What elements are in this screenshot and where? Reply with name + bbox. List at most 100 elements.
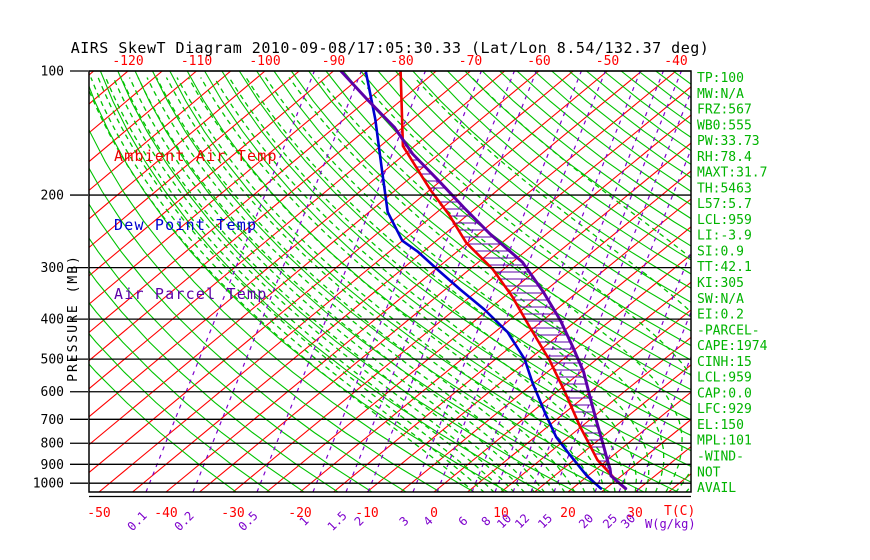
moist-adiabat-line	[317, 77, 683, 492]
mixing-ratio-tick-label: 6	[456, 514, 471, 529]
top-temp-tick-label: -120	[112, 54, 143, 69]
dry-adiabat-line	[89, 167, 442, 492]
stat-line: TH:5463	[697, 181, 752, 196]
bottom-temp-tick-label: 10	[493, 506, 509, 521]
dry-adiabat-line	[499, 71, 691, 220]
plot-frame	[88, 70, 692, 493]
background-lines	[0, 71, 691, 492]
mixing-ratio-line	[594, 250, 691, 492]
moist-adiabat-line	[176, 77, 586, 492]
legend-item-ambient: Ambient Air Temp	[114, 147, 278, 165]
stat-line: NOT	[697, 465, 721, 480]
mixing-ratio-line	[618, 310, 691, 492]
mixing-ratio-line	[512, 71, 682, 492]
mixing-ratio-line	[553, 147, 691, 492]
top-temp-tick-label: -110	[181, 54, 212, 69]
isotherm-line	[89, 71, 403, 334]
mixing-ratio-tick-label: 12	[512, 511, 532, 531]
dry-adiabat-line	[89, 332, 271, 492]
isotherm-line	[232, 114, 691, 492]
pressure-tick-label: 1000	[33, 477, 64, 492]
mixing-ratio-tick-label: 3	[397, 514, 412, 529]
stat-line: LCL:959	[697, 371, 752, 386]
isotherm-line	[89, 71, 266, 220]
bottom-temp-tick-label: -40	[154, 506, 177, 521]
moist-adiabat-line	[97, 77, 495, 492]
isotherm-line	[89, 71, 506, 418]
stat-line: KI:305	[697, 276, 744, 291]
dry-adiabat-line	[89, 363, 237, 492]
dry-adiabat-line	[655, 71, 691, 99]
isotherm-line	[433, 281, 691, 492]
dry-adiabat-line	[325, 71, 691, 361]
top-temp-tick-label: -40	[664, 54, 687, 69]
moist-adiabat-line	[120, 77, 526, 492]
dry-adiabat-line	[238, 71, 691, 436]
parcel-temp-curve	[339, 71, 628, 490]
top-temp-tick-label: -100	[249, 54, 280, 69]
dry-adiabat-line	[290, 71, 691, 391]
stat-line: LI:-3.9	[697, 229, 752, 244]
stat-line: FRZ:567	[697, 103, 752, 118]
mixing-ratio-line	[192, 71, 362, 492]
stat-line: CAPE:1974	[697, 339, 768, 354]
isotherm-line	[534, 364, 691, 492]
stat-line: -PARCEL-	[697, 323, 760, 338]
mixing-ratio-line	[436, 71, 606, 492]
stat-line: EL:150	[697, 418, 744, 433]
pressure-tick-label: 400	[41, 313, 64, 328]
moist-adiabat-line	[187, 77, 596, 492]
stat-line: L57:5.7	[697, 197, 752, 212]
stat-line: MAXT:31.7	[697, 166, 767, 181]
moist-adiabat-line	[89, 88, 475, 492]
isotherm-line	[89, 71, 369, 305]
top-temp-tick-label: -60	[527, 54, 550, 69]
bottom-temp-tick-label: -50	[87, 506, 110, 521]
mixing-ratio-line	[471, 71, 641, 492]
moist-adiabat-line	[245, 77, 638, 492]
mixing-ratio-line	[636, 355, 691, 492]
dry-adiabat-line	[395, 71, 691, 303]
stat-line: -WIND-	[697, 449, 744, 464]
dry-adiabat-line	[256, 71, 691, 421]
pressure-tick-label: 900	[41, 458, 64, 473]
isotherm-line	[467, 309, 691, 492]
stat-line: SW:N/A	[697, 292, 744, 307]
dry-adiabat-line	[308, 71, 691, 376]
dry-adiabat-line	[89, 301, 305, 492]
legend: Ambient Air Temp Dew Point Temp Air Parc…	[114, 99, 278, 352]
stat-line: RH:78.4	[697, 150, 752, 165]
mixing-ratio-line	[530, 90, 691, 492]
pressure-tick-label: 200	[41, 189, 64, 204]
isotherm-line	[0, 71, 60, 492]
dry-adiabat-line	[447, 71, 691, 261]
stat-line: LCL:959	[697, 213, 752, 228]
mixing-ratio-tick-label: 8	[479, 514, 494, 529]
mixing-ratio-line	[256, 71, 426, 492]
stat-line: SI:0.9	[697, 244, 744, 259]
dry-adiabat-line	[377, 71, 691, 318]
stat-line: MPL:101	[697, 434, 752, 449]
moist-adiabat-line	[146, 77, 556, 492]
isotherm-line	[500, 336, 691, 492]
mixing-ratio-tick-label: 20	[576, 511, 596, 531]
isotherm-line	[89, 71, 437, 362]
top-temp-tick-label: -70	[459, 54, 482, 69]
moist-adiabat-line	[358, 77, 691, 492]
isotherm-line	[266, 142, 691, 492]
stat-line: LFC:929	[697, 402, 752, 417]
top-temp-tick-label: -50	[596, 54, 619, 69]
top-temp-tick-label: -80	[390, 54, 413, 69]
stat-line: EI:0.2	[697, 308, 744, 323]
pressure-tick-label: 500	[41, 353, 64, 368]
moist-adiabat-line	[137, 77, 546, 492]
dry-adiabat-line	[89, 128, 475, 492]
stat-line: TP:100	[697, 71, 744, 86]
mixing-ratio-line	[412, 71, 582, 492]
dry-adiabat-line	[568, 71, 691, 165]
moist-adiabat-line	[155, 77, 566, 492]
isotherm-line	[366, 226, 691, 492]
dry-adiabat-line	[586, 71, 691, 152]
isotherm-line	[601, 418, 691, 492]
